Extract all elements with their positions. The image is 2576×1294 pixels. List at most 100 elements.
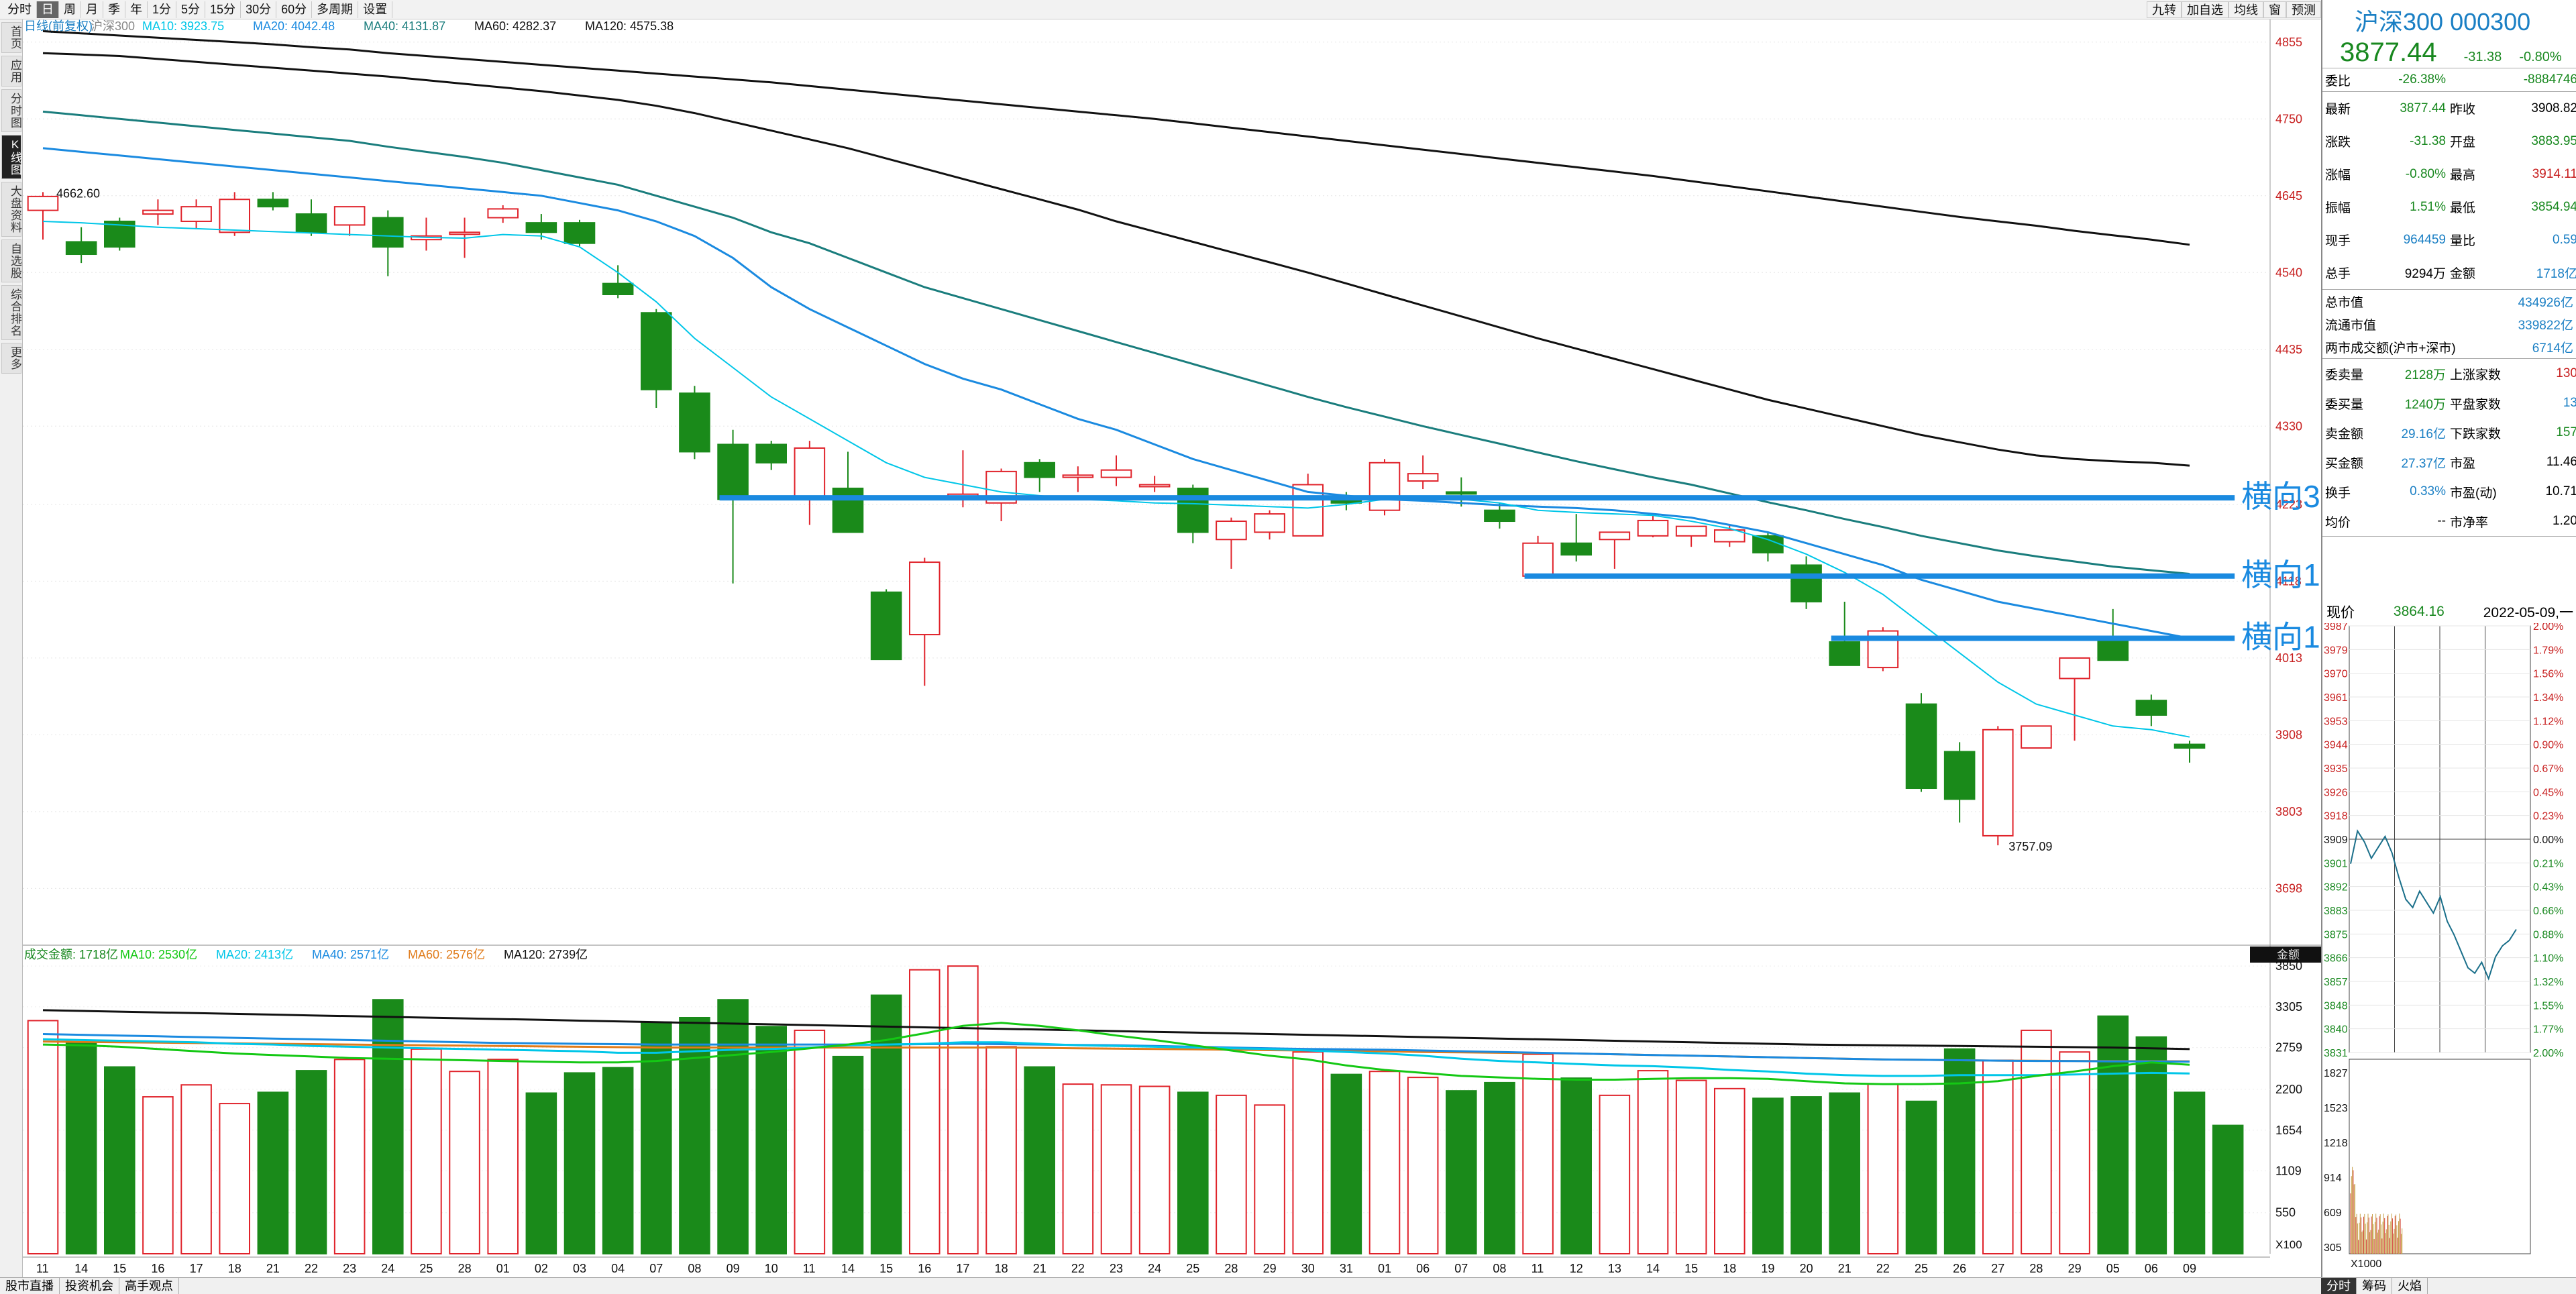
mini-right-tick: 0.23% xyxy=(2533,811,2563,822)
mini-right-tick: 2.00% xyxy=(2533,623,2563,633)
mini-left-tick: 3848 xyxy=(2324,1000,2348,1012)
candle-body xyxy=(679,392,710,453)
mini-left-tick: 3866 xyxy=(2324,953,2348,965)
date-tick: 19 xyxy=(1761,1262,1774,1275)
quote-cell: 市盈 xyxy=(2450,456,2476,471)
sidebar-item[interactable]: 综合排名 xyxy=(1,285,21,340)
volume-bar xyxy=(641,1021,672,1255)
bottom-tab[interactable]: 高手观点 xyxy=(119,1278,179,1294)
date-tick: 28 xyxy=(2029,1262,2043,1275)
intraday-mini-chart[interactable]: 现价 3864.16 2022-05-09,一 3987 2.00% 3979 1.7… xyxy=(2322,600,2576,1278)
period-btn[interactable]: 60分 xyxy=(276,1,313,18)
candle-body xyxy=(1062,474,1094,478)
quote-cell: 964459 xyxy=(2403,232,2446,247)
volume-bar xyxy=(1177,1091,1209,1255)
date-tick: 17 xyxy=(190,1262,203,1275)
date-tick: 23 xyxy=(1110,1262,1123,1275)
sidebar-item[interactable]: 自选股 xyxy=(1,239,21,282)
bottom-tab[interactable]: 股市直播 xyxy=(0,1278,60,1294)
toolbar-right-btn[interactable]: 九转 xyxy=(2147,1,2182,18)
period-btn[interactable]: 年 xyxy=(125,1,148,18)
volume-bar xyxy=(257,1091,289,1255)
volume-bar xyxy=(1829,1092,1860,1255)
quote-cell: 13 xyxy=(2563,396,2576,410)
vol-ma20-line xyxy=(42,1038,2190,1077)
price-tick: 4435 xyxy=(2275,343,2302,356)
right-tab[interactable]: 筹码 xyxy=(2357,1278,2392,1294)
quote-total-label: 两市成交额(沪市+深市) xyxy=(2325,341,2456,356)
legend-item: 日线(前复权) xyxy=(24,19,93,33)
date-tick: 11 xyxy=(1532,1262,1544,1275)
quote-cell: 157 xyxy=(2556,425,2576,439)
period-btn[interactable]: 多周期 xyxy=(312,1,359,18)
price-tick: 4855 xyxy=(2275,36,2302,49)
candle-body xyxy=(1637,519,1669,537)
period-btn[interactable]: 周 xyxy=(59,1,81,18)
right-tab[interactable]: 火焰 xyxy=(2392,1278,2428,1294)
sidebar-item[interactable]: K线图 xyxy=(1,135,21,179)
mini-vol-tick: 609 xyxy=(2324,1207,2342,1219)
volume-bar xyxy=(717,999,749,1255)
sidebar-item[interactable]: 大盘资料 xyxy=(1,182,21,237)
candle-body xyxy=(142,209,174,215)
quote-total-value: 339822亿 xyxy=(2518,318,2573,333)
quote-cell: 最高 xyxy=(2450,168,2476,182)
right-tab[interactable]: 分时 xyxy=(2321,1278,2357,1294)
date-tick: 22 xyxy=(305,1262,318,1275)
high-label: 4662.60 xyxy=(56,186,100,200)
quote-row: 卖金额 29.16亿 下跌家数 157 xyxy=(2322,418,2576,447)
quote-cell: 1718亿 xyxy=(2536,267,2576,281)
ma20-line xyxy=(42,147,2190,639)
candle-body xyxy=(755,443,788,464)
volume-bar xyxy=(1254,1104,1285,1254)
period-btn[interactable]: 5分 xyxy=(176,1,206,18)
intraday-label: 现价 xyxy=(2326,605,2355,621)
quote-total-label: 总市值 xyxy=(2325,295,2364,310)
period-btn[interactable]: 1分 xyxy=(148,1,177,18)
candle-body xyxy=(65,241,97,256)
legend-item: MA40: 4131.87 xyxy=(364,19,445,33)
quote-cell: 3877.44 xyxy=(2400,101,2446,115)
quote-total-value: 434926亿 xyxy=(2518,295,2573,310)
range-callout: 横向10个交易日 xyxy=(2241,619,2321,654)
period-btn[interactable]: 季 xyxy=(103,1,125,18)
sidebar-item[interactable]: 分时图 xyxy=(1,89,21,132)
candle-body xyxy=(1675,525,1707,537)
period-btn[interactable]: 日 xyxy=(37,1,59,18)
mini-right-tick: 0.45% xyxy=(2533,787,2563,798)
sidebar-item[interactable]: 更多 xyxy=(1,343,21,374)
toolbar-right-btn[interactable]: 预测 xyxy=(2286,1,2321,18)
candle-body xyxy=(1100,469,1132,478)
date-tick: 22 xyxy=(1071,1262,1085,1275)
quote-cell: 昨收 xyxy=(2450,103,2476,117)
period-btn[interactable]: 设置 xyxy=(358,1,393,18)
period-btn[interactable]: 30分 xyxy=(241,1,277,18)
sidebar-item[interactable]: 首页 xyxy=(1,22,21,53)
date-tick: 16 xyxy=(151,1262,164,1275)
period-btn[interactable]: 月 xyxy=(81,1,103,18)
quote-cell: 29.16亿 xyxy=(2401,427,2446,441)
date-tick: 25 xyxy=(419,1262,433,1275)
date-tick: 08 xyxy=(688,1262,701,1275)
bottom-tab[interactable]: 投资机会 xyxy=(60,1278,119,1294)
mini-right-tick: 1.34% xyxy=(2533,692,2563,704)
vol-legend-item: MA40: 2571亿 xyxy=(312,948,389,961)
toolbar-right-btn[interactable]: 均线 xyxy=(2229,1,2263,18)
price-tick: 4223 xyxy=(2275,498,2302,511)
volume-bar xyxy=(2135,1036,2167,1254)
volume-bar xyxy=(1292,1051,1324,1254)
candle-body xyxy=(909,561,941,636)
vol-tick: 1109 xyxy=(2275,1164,2302,1177)
sidebar-item[interactable]: 应用 xyxy=(1,56,21,87)
date-tick: 30 xyxy=(1301,1262,1315,1275)
quote-cell: 1240万 xyxy=(2404,397,2446,412)
kline-chart[interactable]: 日线(前复权)沪深300 MA10: 3923.75 MA20: 4042.48 MA… xyxy=(23,19,2321,1277)
date-tick: 15 xyxy=(1684,1262,1698,1275)
toolbar-right-btn[interactable]: 加自选 xyxy=(2182,1,2229,18)
period-btn[interactable]: 15分 xyxy=(205,1,241,18)
period-btn[interactable]: 分时 xyxy=(3,1,37,18)
quote-cell: 9294万 xyxy=(2404,267,2446,281)
toolbar-right-btn[interactable]: 窗 xyxy=(2263,1,2286,18)
low-label: 3757.09 xyxy=(2008,840,2052,853)
volume-bar xyxy=(1138,1085,1171,1254)
